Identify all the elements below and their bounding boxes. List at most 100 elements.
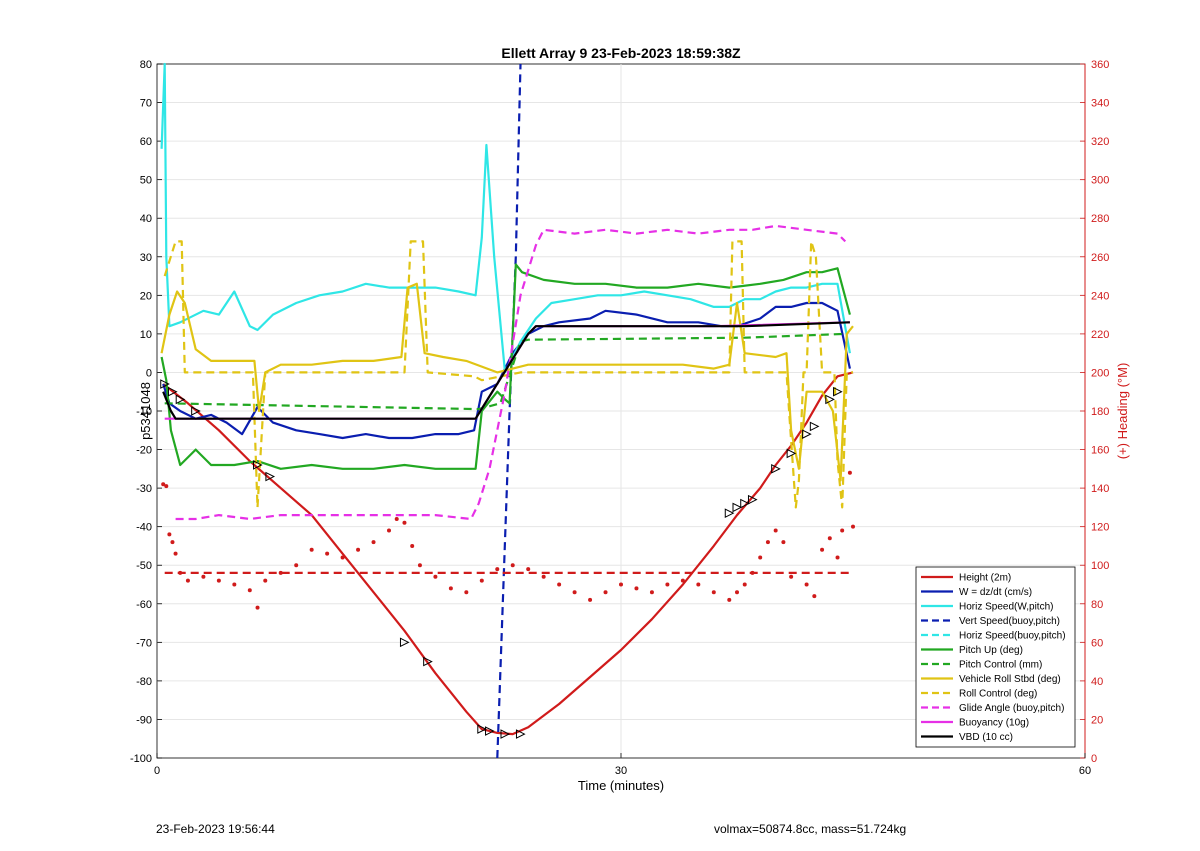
- heading-dot: [735, 590, 739, 595]
- heading-dot: [526, 567, 531, 572]
- triangle-marker: [175, 394, 186, 405]
- triangle-marker: [477, 724, 487, 734]
- series-line-2: [160, 62, 851, 374]
- heading-dot: [161, 482, 166, 487]
- heading-dot: [164, 484, 169, 489]
- y2-tick-label: 80: [1091, 599, 1103, 611]
- right-axis: 0 20 40 60 80 100 120 140 160 180 200 220 240 260 280 3…: [1080, 59, 1109, 765]
- y-tick-label: 50: [140, 175, 152, 187]
- y-tick-label: -40: [136, 522, 152, 534]
- heading-dot: [696, 582, 701, 587]
- y-tick-label: 20: [140, 290, 152, 302]
- heading-dot: [263, 578, 268, 583]
- series-line-9: [175, 224, 847, 521]
- y2-tick-label: 300: [1091, 175, 1109, 187]
- chart-title: Ellett Array 9 23-Feb-2023 18:59:38Z: [501, 45, 741, 61]
- y2-tick-label: 280: [1091, 213, 1109, 225]
- series-line-5: [160, 263, 851, 470]
- legend-label: Buoyancy (10g): [959, 718, 1029, 729]
- heading-dot: [572, 590, 577, 595]
- heading-dot: [173, 551, 178, 556]
- heading-dot: [634, 586, 639, 591]
- heading-dot: [557, 582, 562, 587]
- heading-dot: [201, 574, 206, 579]
- heading-dot: [773, 528, 778, 533]
- heading-dot: [255, 605, 260, 610]
- series-layer: [160, 62, 854, 759]
- y-axis-label: p5341048: [138, 382, 153, 440]
- heading-dot: [178, 570, 183, 575]
- y2-tick-label: 200: [1091, 367, 1109, 379]
- heading-dot: [278, 570, 283, 575]
- legend-label: Pitch Up (deg): [959, 645, 1023, 656]
- x-tick-label: 60: [1079, 765, 1091, 777]
- heading-dot: [464, 590, 469, 595]
- heading-dot: [665, 582, 670, 587]
- triangle-marker: [167, 386, 178, 397]
- legend-label: Height (2m): [959, 573, 1011, 584]
- legend-label: Glide Angle (buoy,pitch): [959, 703, 1064, 714]
- triangle-marker: [399, 637, 410, 648]
- y-tick-label: -90: [136, 714, 152, 726]
- triangle-marker: [265, 471, 276, 482]
- heading-dot: [387, 528, 391, 533]
- y2-tick-label: 140: [1091, 483, 1109, 495]
- left-axis: -100-90-80-70-60-50-40-30-20-10010203040…: [130, 59, 162, 765]
- heading-dot: [371, 540, 376, 545]
- series-line-3: [496, 63, 522, 759]
- heading-dot: [402, 520, 407, 525]
- heading-dot: [185, 578, 190, 583]
- y-tick-label: 80: [140, 59, 152, 71]
- heading-dot: [340, 555, 345, 560]
- y-tick-label: 30: [140, 252, 152, 264]
- grid: [157, 64, 1085, 758]
- y-tick-label: -30: [136, 483, 152, 495]
- heading-dot: [309, 547, 314, 552]
- y2-tick-label: 320: [1091, 136, 1109, 148]
- footer-volmax-mass: volmax=50874.8cc, mass=51.724kg: [714, 822, 907, 836]
- heading-dot: [294, 563, 299, 568]
- y2-tick-label: 40: [1091, 676, 1103, 688]
- heading-dot: [394, 516, 399, 521]
- legend-label: Vehicle Roll Stbd (deg): [959, 674, 1061, 685]
- y-tick-label: 10: [140, 329, 152, 341]
- y-tick-label: 40: [140, 213, 152, 225]
- heading-dot: [804, 582, 809, 587]
- heading-dots-layer: [161, 470, 855, 610]
- heading-dot: [495, 567, 500, 572]
- heading-dot: [167, 532, 172, 537]
- heading-dot: [835, 555, 840, 560]
- heading-dot: [448, 586, 453, 591]
- heading-dot: [711, 590, 716, 595]
- triangle-marker: [786, 448, 797, 459]
- triangle-marker: [809, 421, 820, 432]
- triangle-marker: [423, 656, 433, 667]
- x-axis-label: Time (minutes): [578, 778, 664, 793]
- legend-label: Pitch Control (mm): [959, 660, 1042, 671]
- y2-tick-label: 180: [1091, 406, 1109, 418]
- series-line-7: [160, 282, 854, 482]
- heading-dot: [232, 582, 237, 587]
- legend-label: Roll Control (deg): [959, 689, 1037, 700]
- triangle-markers-layer: [160, 379, 843, 739]
- y-tick-label: -50: [136, 560, 152, 572]
- heading-dot: [840, 528, 845, 533]
- legend-label: Horiz Speed(W,pitch): [959, 602, 1053, 613]
- bottom-axis: 0 30 60: [154, 753, 1091, 777]
- triangle-marker: [747, 494, 758, 505]
- heading-dot: [847, 470, 852, 475]
- triangle-marker: [724, 508, 735, 518]
- triangle-marker: [833, 386, 843, 397]
- heading-dot: [727, 597, 732, 602]
- heading-dot: [247, 588, 252, 593]
- triangle-marker: [732, 502, 743, 513]
- heading-dot: [781, 540, 786, 545]
- y-tick-label: -70: [136, 637, 152, 649]
- heading-dot: [789, 574, 794, 579]
- series-line-1: [162, 301, 851, 440]
- legend-label: Horiz Speed(buoy,pitch): [959, 631, 1066, 642]
- heading-dot: [820, 547, 825, 552]
- triangle-marker: [485, 726, 495, 736]
- triangle-marker: [825, 394, 835, 405]
- heading-dot: [541, 574, 546, 579]
